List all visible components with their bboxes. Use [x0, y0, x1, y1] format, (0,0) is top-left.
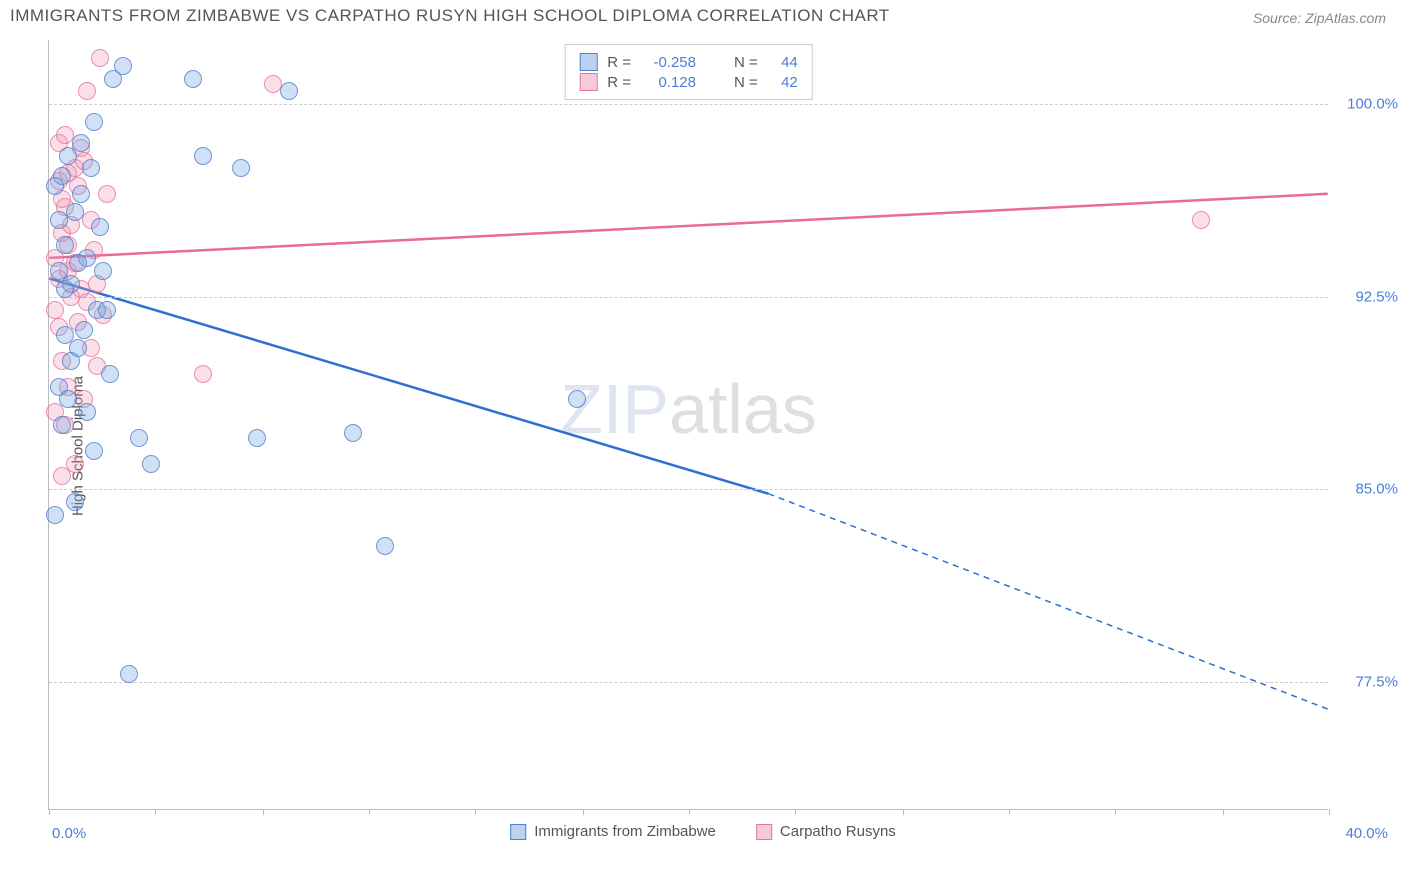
marker-zimbabwe: [232, 159, 250, 177]
y-tick-label: 92.5%: [1338, 288, 1398, 305]
marker-zimbabwe: [130, 429, 148, 447]
x-tick: [1223, 809, 1224, 815]
r-prefix: R =: [607, 54, 631, 71]
marker-zimbabwe: [194, 147, 212, 165]
x-tick: [583, 809, 584, 815]
swatch-blue-icon: [510, 824, 526, 840]
x-tick: [155, 809, 156, 815]
legend-row: R = -0.258 N = 44: [579, 53, 798, 71]
marker-zimbabwe: [91, 218, 109, 236]
trendline-carpatho: [49, 194, 1327, 258]
marker-zimbabwe: [56, 236, 74, 254]
legend-item: Carpatho Rusyns: [756, 823, 896, 840]
marker-zimbabwe: [248, 429, 266, 447]
marker-zimbabwe: [344, 424, 362, 442]
marker-zimbabwe: [56, 280, 74, 298]
marker-zimbabwe: [56, 326, 74, 344]
marker-zimbabwe: [184, 70, 202, 88]
marker-carpatho: [78, 82, 96, 100]
n-value: 42: [768, 74, 798, 91]
plot-area: ZIPatlas R =-0.258N =44R =0.128N =42 77.…: [48, 40, 1328, 810]
swatch-blue-icon: [579, 53, 597, 71]
x-tick: [1009, 809, 1010, 815]
marker-zimbabwe: [75, 321, 93, 339]
y-tick-label: 100.0%: [1338, 96, 1398, 113]
swatch-pink-icon: [579, 73, 597, 91]
marker-zimbabwe: [53, 416, 71, 434]
x-axis-min: 0.0%: [52, 825, 86, 842]
marker-zimbabwe: [62, 352, 80, 370]
x-tick: [795, 809, 796, 815]
x-tick: [689, 809, 690, 815]
marker-zimbabwe: [94, 262, 112, 280]
gridline-h: [49, 104, 1328, 105]
marker-carpatho: [53, 467, 71, 485]
y-tick-label: 85.0%: [1338, 481, 1398, 498]
r-value: -0.258: [641, 54, 696, 71]
marker-zimbabwe: [46, 506, 64, 524]
chart-title: IMMIGRANTS FROM ZIMBABWE VS CARPATHO RUS…: [10, 6, 890, 26]
series-legend: Immigrants from Zimbabwe Carpatho Rusyns: [510, 823, 896, 840]
x-tick: [475, 809, 476, 815]
legend-row: R = 0.128 N = 42: [579, 73, 798, 91]
trend-lines: [49, 40, 1328, 809]
x-tick: [1115, 809, 1116, 815]
swatch-pink-icon: [756, 824, 772, 840]
n-value: 44: [768, 54, 798, 71]
marker-zimbabwe: [142, 455, 160, 473]
marker-zimbabwe: [101, 365, 119, 383]
marker-zimbabwe: [376, 537, 394, 555]
x-axis-max: 40.0%: [1345, 825, 1388, 842]
marker-zimbabwe: [59, 390, 77, 408]
x-tick: [263, 809, 264, 815]
n-prefix: N =: [734, 54, 758, 71]
marker-zimbabwe: [568, 390, 586, 408]
marker-carpatho: [1192, 211, 1210, 229]
legend-label: Immigrants from Zimbabwe: [534, 823, 716, 840]
y-tick-label: 77.5%: [1338, 673, 1398, 690]
x-tick: [903, 809, 904, 815]
x-tick: [49, 809, 50, 815]
marker-zimbabwe: [72, 134, 90, 152]
n-prefix: N =: [734, 74, 758, 91]
marker-zimbabwe: [114, 57, 132, 75]
marker-zimbabwe: [46, 177, 64, 195]
gridline-h: [49, 297, 1328, 298]
x-tick: [1329, 809, 1330, 815]
marker-zimbabwe: [120, 665, 138, 683]
legend-label: Carpatho Rusyns: [780, 823, 896, 840]
correlation-legend: R = -0.258 N = 44 R = 0.128 N = 42: [564, 44, 813, 100]
r-value: 0.128: [641, 74, 696, 91]
marker-carpatho: [98, 185, 116, 203]
marker-zimbabwe: [82, 159, 100, 177]
marker-zimbabwe: [98, 301, 116, 319]
marker-zimbabwe: [72, 185, 90, 203]
marker-zimbabwe: [280, 82, 298, 100]
marker-zimbabwe: [78, 403, 96, 421]
trendline-zimbabwe-dashed: [768, 494, 1327, 709]
marker-zimbabwe: [69, 254, 87, 272]
marker-carpatho: [91, 49, 109, 67]
r-prefix: R =: [607, 74, 631, 91]
marker-zimbabwe: [85, 113, 103, 131]
gridline-h: [49, 682, 1328, 683]
marker-zimbabwe: [85, 442, 103, 460]
marker-zimbabwe: [66, 493, 84, 511]
marker-carpatho: [46, 301, 64, 319]
x-tick: [369, 809, 370, 815]
marker-zimbabwe: [66, 203, 84, 221]
marker-carpatho: [194, 365, 212, 383]
source-label: Source: ZipAtlas.com: [1253, 10, 1386, 26]
legend-item: Immigrants from Zimbabwe: [510, 823, 716, 840]
marker-zimbabwe: [50, 211, 68, 229]
gridline-h: [49, 489, 1328, 490]
